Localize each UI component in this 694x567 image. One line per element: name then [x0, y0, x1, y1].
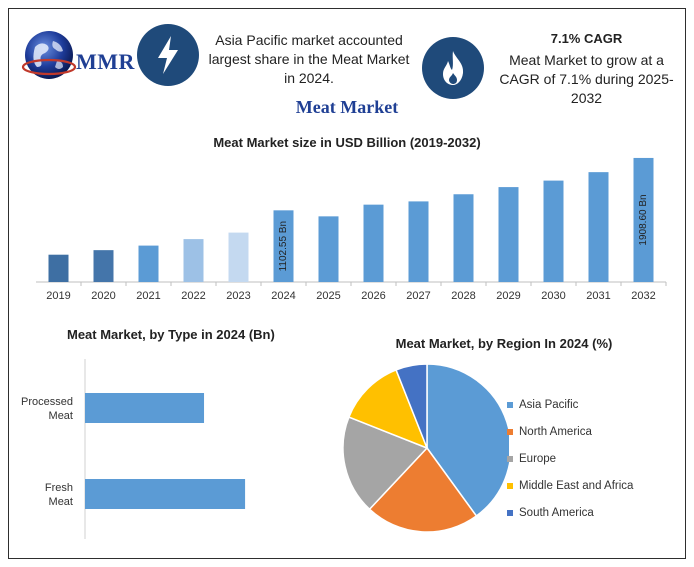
- bar-2024: [273, 210, 294, 282]
- fact-cagr: Meat Market to grow at a CAGR of 7.1% du…: [499, 52, 674, 106]
- x-tick-label: 2026: [361, 290, 385, 302]
- data-label-2032: 1908.60 Bn: [638, 194, 649, 245]
- legend-label: North America: [519, 425, 592, 438]
- bar-2032: [633, 157, 654, 282]
- y-tick-label: Processed Meat: [21, 396, 73, 422]
- x-tick-label: 2028: [451, 290, 475, 302]
- type-chart-title: Meat Market, by Type in 2024 (Bn): [67, 327, 275, 342]
- cagr-title: 7.1% CAGR: [550, 31, 623, 46]
- bar-2029: [498, 187, 519, 282]
- globe-icon: [21, 31, 77, 79]
- bar-fresh-meat: [85, 479, 246, 509]
- legend-label: Middle East and Africa: [519, 479, 634, 492]
- bar-2023: [228, 232, 249, 282]
- data-label-2024: 1102.55 Bn: [278, 221, 289, 271]
- market-size-bar-chart: 2019 2020 2021 2022 2023 2024 1102.55 Bn 2025 20…: [36, 157, 667, 302]
- bar-2026: [363, 204, 384, 282]
- x-tick-label: 2021: [136, 290, 160, 302]
- x-tick-label: 2032: [631, 290, 655, 302]
- legend-item: Asia Pacific: [507, 391, 633, 418]
- logo-text: MMR: [76, 49, 135, 74]
- legend-label: South America: [519, 506, 594, 519]
- x-tick-label: 2022: [181, 290, 205, 302]
- legend-item: Middle East and Africa: [507, 472, 633, 499]
- legend-item: South America: [507, 499, 633, 526]
- bar-2020: [93, 250, 114, 282]
- type-horizontal-bar-chart: Processed Meat Fresh Meat: [21, 359, 246, 539]
- legend-label: Asia Pacific: [519, 398, 579, 411]
- x-tick-label: 2025: [316, 290, 340, 302]
- bar-2027: [408, 201, 429, 282]
- legend-swatch: [507, 455, 513, 462]
- pie-slice-north-america: [368, 446, 478, 533]
- bar-2031: [588, 172, 609, 282]
- header: MMR Asia Pacific market accounted larges…: [9, 9, 685, 106]
- flame-icon: [443, 51, 464, 85]
- region-pie-chart: [342, 364, 509, 533]
- infographic-frame: MMR Asia Pacific market accounted larges…: [8, 8, 686, 559]
- bar-2021: [138, 245, 159, 282]
- x-tick-label: 2030: [541, 290, 565, 302]
- x-tick-label: 2029: [496, 290, 520, 302]
- bar-chart-title: Meat Market size in USD Billion (2019-20…: [213, 135, 481, 150]
- legend-swatch: [507, 428, 513, 435]
- bar-2028: [453, 194, 474, 282]
- lightning-bolt-icon: [158, 36, 178, 74]
- bar-2025: [318, 216, 339, 282]
- bar-processed-meat: [85, 393, 205, 423]
- page-title: Meat Market: [295, 97, 399, 117]
- legend-label: Europe: [519, 452, 557, 465]
- flame-icon-circle: [422, 37, 484, 99]
- fact-asia-pacific: Asia Pacific market accounted largest sh…: [208, 32, 410, 86]
- bar-2022: [183, 239, 204, 282]
- legend-swatch: [507, 401, 513, 408]
- mmr-logo: MMR: [21, 27, 139, 85]
- region-chart-title: Meat Market, by Region In 2024 (%): [395, 336, 613, 351]
- region-legend: Asia Pacific North America Europe Middle Ea…: [507, 391, 633, 526]
- x-tick-label: 2024: [271, 290, 295, 302]
- bar-2030: [543, 180, 564, 282]
- legend-swatch: [507, 482, 513, 489]
- x-tick-label: 2027: [406, 290, 430, 302]
- y-tick-label: Fresh Meat: [45, 482, 73, 508]
- legend-swatch: [507, 509, 513, 516]
- x-tick-label: 2023: [226, 290, 250, 302]
- x-tick-label: 2019: [46, 290, 70, 302]
- x-tick-label: 2020: [91, 290, 115, 302]
- pie-slice-south-america: [395, 364, 428, 449]
- legend-item: North America: [507, 418, 633, 445]
- pie-slice-middle-east-and-africa: [347, 368, 429, 450]
- pie-slice-asia-pacific: [426, 364, 509, 518]
- bar-2019: [48, 254, 69, 282]
- x-tick-label: 2031: [586, 290, 610, 302]
- legend-item: Europe: [507, 445, 633, 472]
- lightning-icon-circle: [137, 24, 199, 86]
